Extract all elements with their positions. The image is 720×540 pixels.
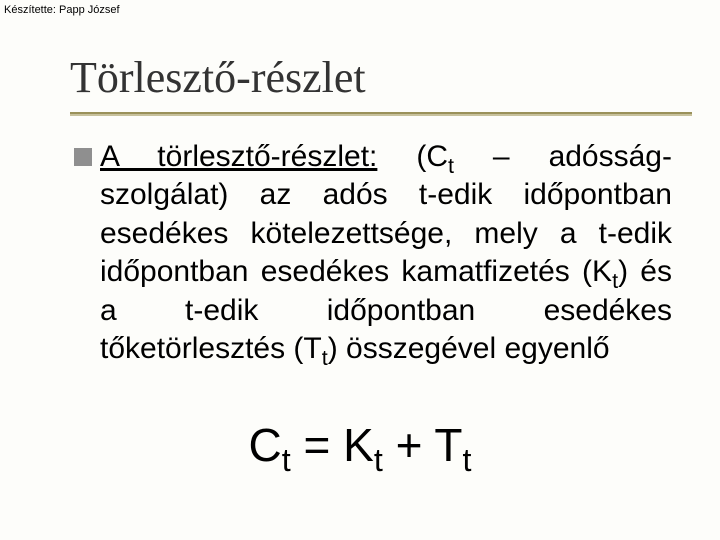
author-line: Készítette: Papp József bbox=[4, 4, 120, 16]
square-bullet-icon bbox=[74, 148, 92, 166]
eq-c-sub: t bbox=[282, 442, 291, 478]
body-block: A törlesztő-részlet: (Ct – adósság-szolg… bbox=[74, 138, 672, 368]
eq-equals: = bbox=[291, 419, 343, 471]
eq-k: K bbox=[343, 419, 374, 471]
text-seg-4: ) összegével egyenlő bbox=[328, 332, 610, 365]
equation: Ct = Kt + Tt bbox=[0, 418, 720, 472]
slide: Készítette: Papp József Törlesztő-részle… bbox=[0, 0, 720, 540]
eq-t: T bbox=[434, 419, 462, 471]
eq-k-sub: t bbox=[374, 442, 383, 478]
title-underline bbox=[70, 112, 692, 114]
bullet-item: A törlesztő-részlet: (Ct – adósság-szolg… bbox=[74, 138, 672, 368]
eq-c: C bbox=[249, 419, 282, 471]
term-underlined: A törlesztő-részlet: bbox=[100, 140, 377, 173]
definition-paragraph: A törlesztő-részlet: (Ct – adósság-szolg… bbox=[100, 138, 672, 368]
slide-title: Törlesztő-részlet bbox=[70, 52, 680, 115]
eq-t-sub: t bbox=[463, 442, 472, 478]
eq-plus: + bbox=[383, 419, 435, 471]
text-seg-1: (C bbox=[377, 140, 448, 173]
